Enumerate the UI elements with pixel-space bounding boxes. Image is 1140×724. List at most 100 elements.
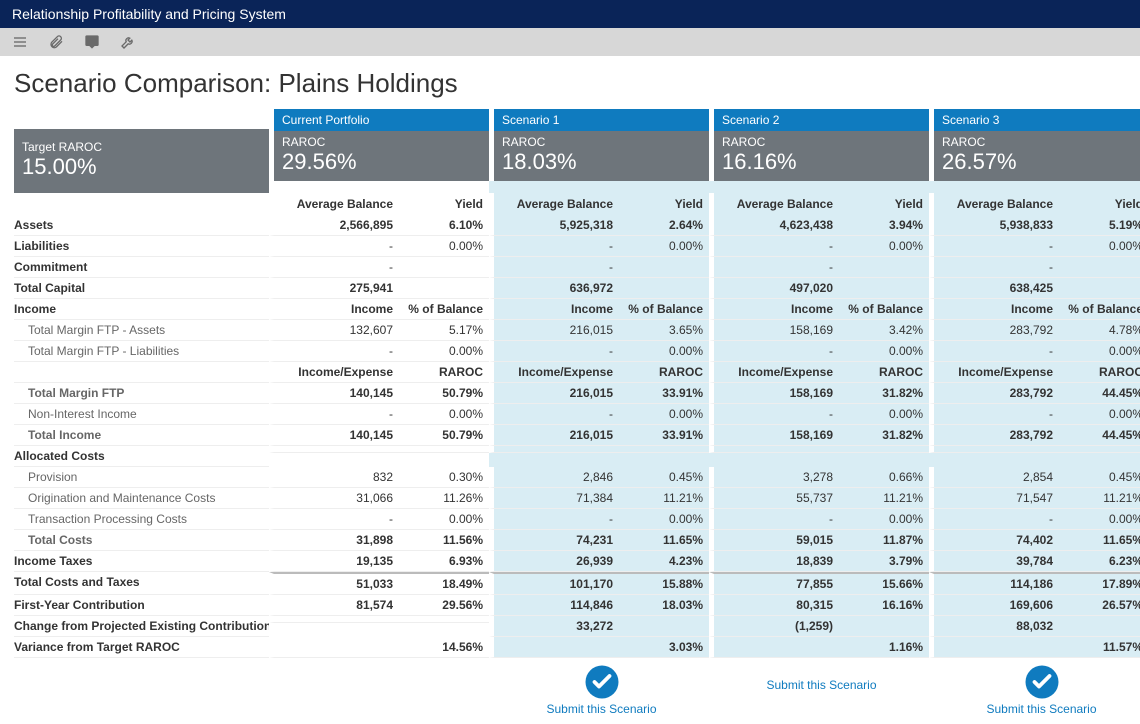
data-cell: 55,73711.21% — [709, 488, 929, 509]
row-label: Origination and Maintenance Costs — [14, 488, 269, 509]
row-label: Total Capital — [14, 278, 269, 299]
col-headers: Average BalanceYield — [929, 193, 1140, 215]
data-cell: 2,8540.45% — [929, 467, 1140, 488]
data-cell: 19,1356.93% — [269, 551, 489, 572]
row-label: Total Margin FTP - Assets — [14, 320, 269, 341]
data-cell: 4,623,4383.94% — [709, 215, 929, 236]
col-headers: Average BalanceYield — [709, 193, 929, 215]
check-icon[interactable] — [584, 664, 620, 700]
data-cell: 14.56% — [269, 637, 489, 658]
data-cell: 283,79244.45% — [929, 383, 1140, 404]
data-cell: -0.00% — [709, 236, 929, 257]
row-label: Non-Interest Income — [14, 404, 269, 425]
check-icon[interactable] — [1024, 664, 1060, 700]
raroc-box: RAROC 16.16% — [709, 131, 929, 181]
data-cell: 283,79244.45% — [929, 425, 1140, 446]
scenario-header: Scenario 2 — [709, 109, 929, 131]
data-cell: 3,2780.66% — [709, 467, 929, 488]
data-cell: 51,03318.49% — [269, 572, 489, 595]
data-cell: 216,01533.91% — [489, 383, 709, 404]
data-cell: 8320.30% — [269, 467, 489, 488]
data-cell: 140,14550.79% — [269, 383, 489, 404]
data-cell: -0.00% — [709, 509, 929, 530]
data-cell: 31,06611.26% — [269, 488, 489, 509]
data-cell: -0.00% — [269, 404, 489, 425]
wrench-icon[interactable] — [120, 34, 136, 50]
data-cell: - — [709, 257, 929, 278]
col-headers: Average BalanceYield — [269, 193, 489, 215]
data-cell: 636,972 — [489, 278, 709, 299]
app-title: Relationship Profitability and Pricing S… — [12, 6, 286, 22]
data-cell: 216,0153.65% — [489, 320, 709, 341]
data-cell: 158,1693.42% — [709, 320, 929, 341]
data-cell: 74,40211.65% — [929, 530, 1140, 551]
data-cell: -0.00% — [709, 404, 929, 425]
data-cell: 2,566,8956.10% — [269, 215, 489, 236]
scenario-header: Scenario 3 — [929, 109, 1140, 131]
data-cell: 39,7846.23% — [929, 551, 1140, 572]
raroc-box: RAROC 26.57% — [929, 131, 1140, 181]
row-label: Total Costs — [14, 530, 269, 551]
raroc-value: 18.03% — [502, 149, 701, 175]
page-title: Scenario Comparison: Plains Holdings — [14, 68, 1126, 99]
raroc-value: 16.16% — [722, 149, 921, 175]
paperclip-icon[interactable] — [48, 34, 64, 50]
row-label: Change from Projected Existing Contribut… — [14, 616, 269, 637]
comment-icon[interactable] — [84, 34, 100, 50]
submit-scenario-link[interactable]: Submit this Scenario — [986, 702, 1096, 716]
data-cell: - — [489, 257, 709, 278]
data-cell: 101,17015.88% — [489, 572, 709, 595]
raroc-box: RAROC 18.03% — [489, 131, 709, 181]
data-cell: 31,89811.56% — [269, 530, 489, 551]
data-cell: 158,16931.82% — [709, 383, 929, 404]
row-label: Transaction Processing Costs — [14, 509, 269, 530]
row-label: Allocated Costs — [14, 446, 269, 467]
data-cell: 140,14550.79% — [269, 425, 489, 446]
data-cell: - — [929, 257, 1140, 278]
row-label: Variance from Target RAROC — [14, 637, 269, 658]
data-cell: 71,38411.21% — [489, 488, 709, 509]
data-cell: -0.00% — [929, 404, 1140, 425]
row-label: Assets — [14, 215, 269, 236]
data-cell: -0.00% — [269, 509, 489, 530]
data-cell: 80,31516.16% — [709, 595, 929, 616]
data-cell: 114,18617.89% — [929, 572, 1140, 595]
data-cell: 18,8393.79% — [709, 551, 929, 572]
data-cell: 77,85515.66% — [709, 572, 929, 595]
data-cell: 59,01511.87% — [709, 530, 929, 551]
submit-scenario-link[interactable]: Submit this Scenario — [546, 702, 656, 716]
row-label: Income — [14, 299, 269, 320]
row-label: Liabilities — [14, 236, 269, 257]
data-cell: -0.00% — [489, 509, 709, 530]
data-cell: 81,57429.56% — [269, 595, 489, 616]
data-cell: 74,23111.65% — [489, 530, 709, 551]
row-label: First-Year Contribution — [14, 595, 269, 616]
data-cell: -0.00% — [489, 236, 709, 257]
data-cell: 88,032 — [929, 616, 1140, 637]
data-cell: (1,259) — [709, 616, 929, 637]
row-label: Commitment — [14, 257, 269, 278]
submit-scenario-link[interactable]: Submit this Scenario — [766, 678, 876, 692]
data-cell: 5,938,8335.19% — [929, 215, 1140, 236]
raroc-value: 26.57% — [942, 149, 1140, 175]
menu-icon[interactable] — [12, 34, 28, 50]
data-cell: -0.00% — [489, 404, 709, 425]
data-cell: 71,54711.21% — [929, 488, 1140, 509]
target-raroc-box: Target RAROC15.00% — [14, 129, 269, 193]
data-cell: 283,7924.78% — [929, 320, 1140, 341]
row-label: Total Costs and Taxes — [14, 572, 269, 595]
data-cell: 11.57% — [929, 637, 1140, 658]
data-cell: -0.00% — [709, 341, 929, 362]
data-cell: 216,01533.91% — [489, 425, 709, 446]
toolbar — [0, 28, 1140, 56]
target-label: Target RAROC — [22, 140, 261, 154]
data-cell: - — [269, 257, 489, 278]
data-cell: 114,84618.03% — [489, 595, 709, 616]
data-cell: 3.03% — [489, 637, 709, 658]
data-cell: 497,020 — [709, 278, 929, 299]
data-cell: -0.00% — [269, 236, 489, 257]
data-cell: 26,9394.23% — [489, 551, 709, 572]
app-titlebar: Relationship Profitability and Pricing S… — [0, 0, 1140, 28]
row-label: Provision — [14, 467, 269, 488]
data-cell: -0.00% — [929, 341, 1140, 362]
